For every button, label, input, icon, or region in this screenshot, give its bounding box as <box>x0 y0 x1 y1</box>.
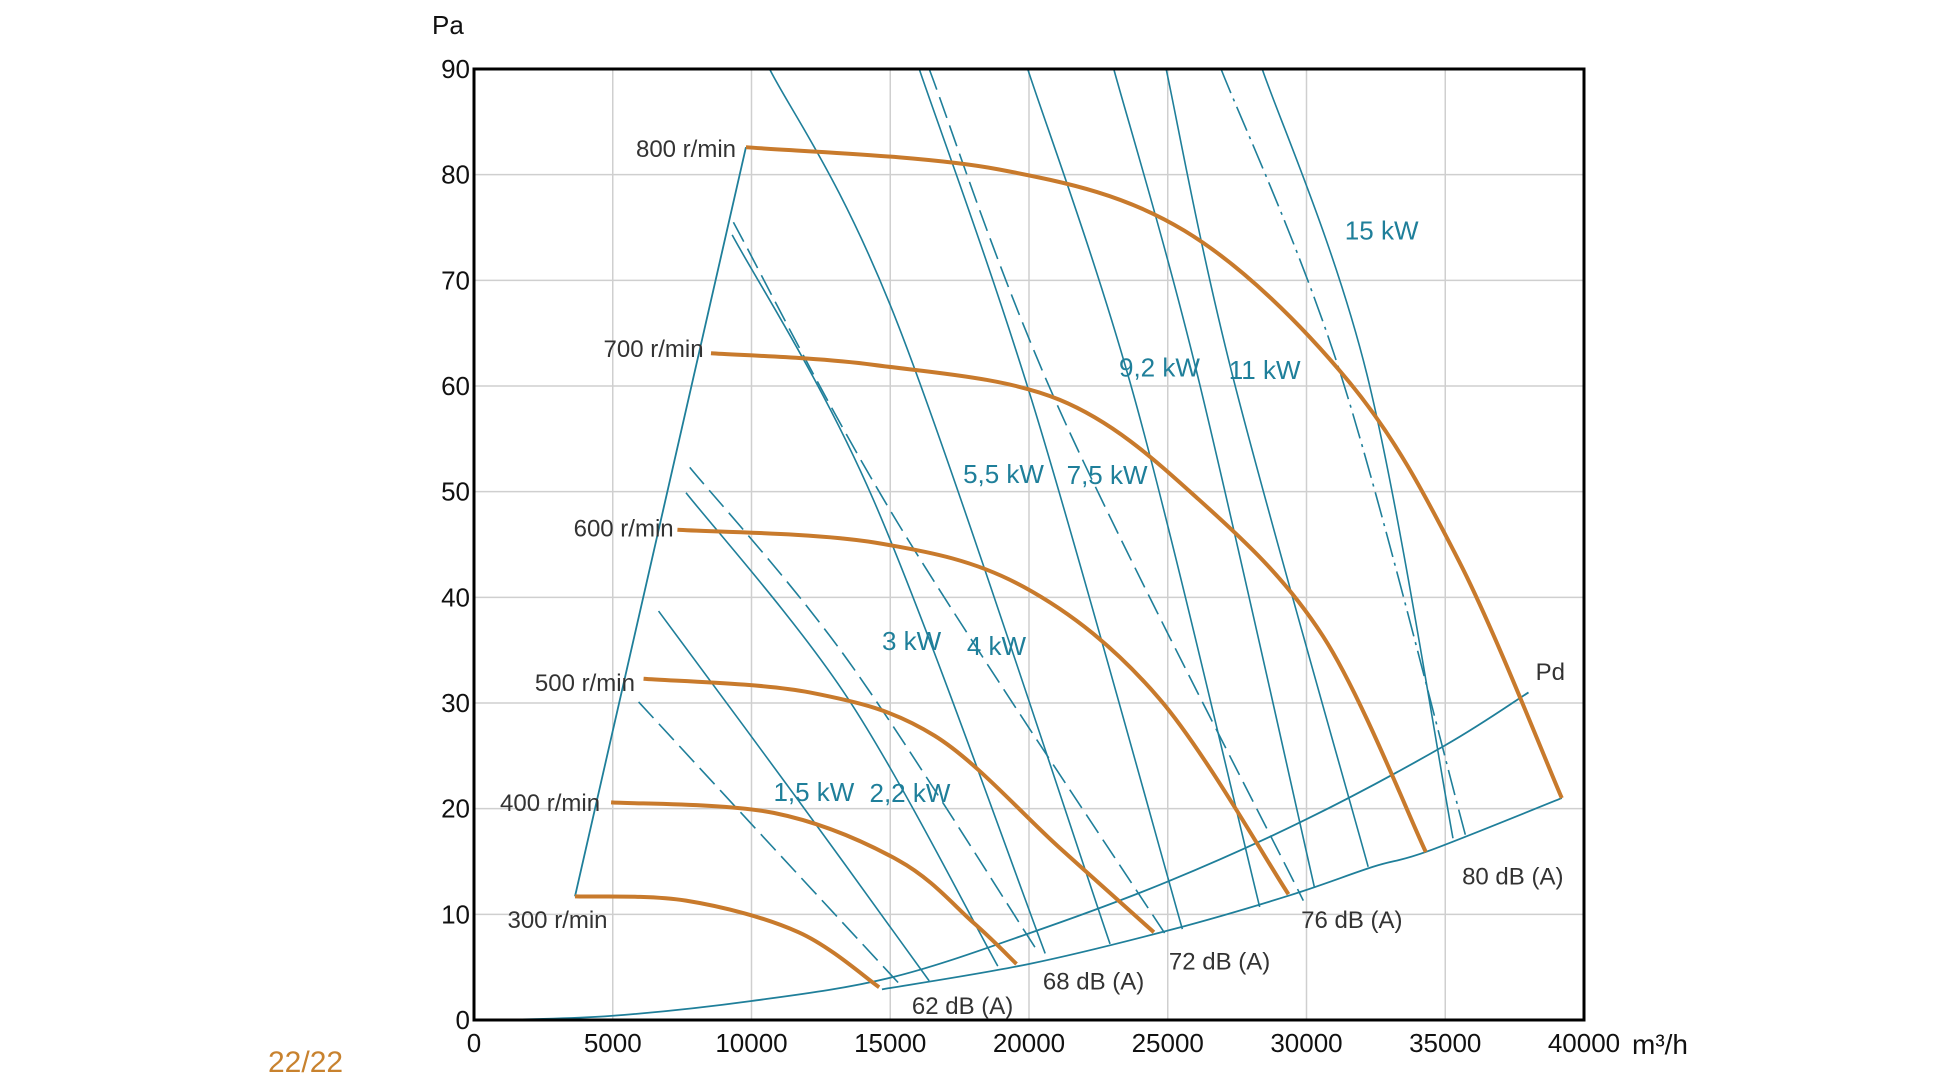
x-tick-label: 35000 <box>1409 1028 1481 1058</box>
noise-line <box>928 68 1305 901</box>
speed-label: 700 r/min <box>604 336 704 363</box>
speed-label: 500 r/min <box>535 670 635 697</box>
power-label: 15 kW <box>1345 216 1419 246</box>
power-label: 9,2 kW <box>1119 353 1200 383</box>
noise-label: 72 dB (A) <box>1169 948 1270 975</box>
speed-curve <box>574 894 881 989</box>
x-tick-label: 30000 <box>1270 1028 1342 1058</box>
power-label: 5,5 kW <box>963 459 1044 489</box>
power-line <box>1026 68 1261 908</box>
y-axis-label: Pa <box>432 10 464 40</box>
power-line <box>768 68 1111 945</box>
power-line <box>731 234 1046 954</box>
noise-line <box>638 701 902 986</box>
power-line <box>685 492 999 967</box>
plot-frame <box>472 67 1586 1022</box>
power-label: 3 kW <box>882 626 942 656</box>
page-number: 22/22 <box>268 1046 344 1079</box>
power-line <box>1165 68 1369 867</box>
x-tick-label: 20000 <box>993 1028 1065 1058</box>
noise-line <box>732 221 1167 936</box>
y-tick-label: 90 <box>441 54 470 84</box>
x-tick-label: 0 <box>467 1028 481 1058</box>
envelope-line <box>574 146 747 897</box>
speed-label: 800 r/min <box>636 136 736 163</box>
power-label: 4 kW <box>967 631 1027 661</box>
x-axis-label: m³/h <box>1632 1029 1688 1060</box>
speed-curve <box>710 351 1428 853</box>
speed-curve <box>610 800 1018 966</box>
speed-curve <box>745 145 1564 799</box>
noise-line <box>1220 68 1467 836</box>
x-tick-label: 15000 <box>854 1028 926 1058</box>
power-label: 11 kW <box>1229 355 1301 385</box>
x-tick-label: 10000 <box>715 1028 787 1058</box>
power-label: 2,2 kW <box>870 778 951 808</box>
grid <box>473 68 1585 1021</box>
y-tick-label: 20 <box>441 794 470 824</box>
y-tick-label: 10 <box>441 899 470 929</box>
speed-label: 400 r/min <box>500 790 600 817</box>
y-tick-label: 70 <box>441 265 470 295</box>
labels: 1,5 kW 2,2 kW 3 kW 4 kW 5,5 kW 7,5 kW 9,2 kW 11… <box>500 136 1565 1020</box>
noise-label: 62 dB (A) <box>912 993 1013 1020</box>
pd-curve <box>501 691 1529 1021</box>
power-line <box>918 68 1184 930</box>
x-tick-label: 25000 <box>1132 1028 1204 1058</box>
y-tick-label: 30 <box>441 688 470 718</box>
y-tick-label: 60 <box>441 371 470 401</box>
speed-curve <box>643 676 1156 934</box>
x-tick-label: 5000 <box>584 1028 642 1058</box>
pd-label: Pd <box>1536 659 1565 686</box>
power-line <box>657 610 930 982</box>
power-line <box>1261 68 1454 839</box>
y-tick-label: 40 <box>441 582 470 612</box>
power-line <box>1112 68 1316 889</box>
ticks: 0 5000 10000 15000 20000 25000 30000 35000 40000… <box>441 54 1620 1058</box>
speed-curve <box>677 527 1291 896</box>
y-tick-label: 80 <box>441 160 470 190</box>
speed-label: 600 r/min <box>574 515 674 542</box>
lower-boundary-curve <box>881 797 1563 991</box>
speed-label: 300 r/min <box>507 907 607 934</box>
curves <box>501 68 1564 1021</box>
power-label: 1,5 kW <box>773 777 854 807</box>
y-tick-label: 0 <box>456 1005 470 1035</box>
x-tick-label: 40000 <box>1548 1028 1620 1058</box>
y-tick-label: 50 <box>441 477 470 507</box>
noise-label: 68 dB (A) <box>1043 968 1144 995</box>
noise-label: 76 dB (A) <box>1301 907 1402 934</box>
noise-label: 80 dB (A) <box>1462 863 1563 890</box>
noise-line <box>689 466 1040 954</box>
power-label: 7,5 kW <box>1067 460 1148 490</box>
